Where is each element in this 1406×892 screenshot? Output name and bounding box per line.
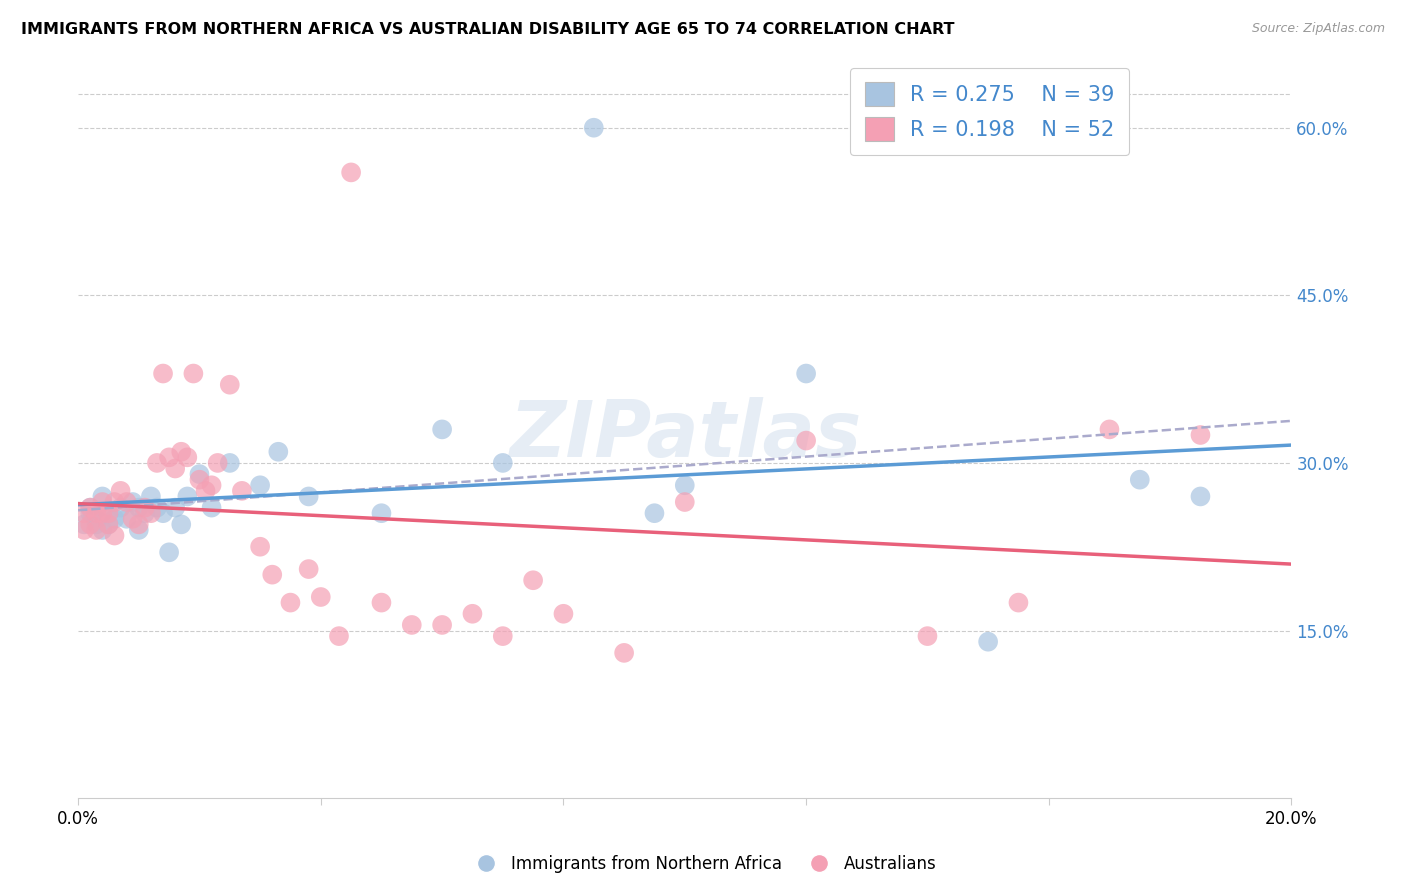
Point [97,517,120,532]
Point [673,495,696,509]
Point [194,483,217,498]
Point [103,495,125,509]
Point [110,500,132,515]
Point [1007,596,1029,610]
Point [115,512,138,526]
Point [309,590,332,604]
Point [794,367,817,381]
Point [91,490,114,504]
Text: IMMIGRANTS FROM NORTHERN AFRICA VS AUSTRALIAN DISABILITY AGE 65 TO 74 CORRELATIO: IMMIGRANTS FROM NORTHERN AFRICA VS AUSTR… [21,22,955,37]
Point [977,634,1000,648]
Point [218,377,240,392]
Point [97,517,120,532]
Point [461,607,484,621]
Point [370,596,392,610]
Point [86,517,108,532]
Point [1189,428,1212,442]
Point [152,506,174,520]
Point [134,506,156,520]
Point [183,367,205,381]
Point [370,506,392,520]
Point [267,444,290,458]
Point [170,517,193,532]
Point [165,500,187,515]
Legend: Immigrants from Northern Africa, Australians: Immigrants from Northern Africa, Austral… [463,848,943,880]
Point [553,607,575,621]
Point [146,456,169,470]
Point [200,478,222,492]
Point [673,478,696,492]
Point [218,456,240,470]
Point [91,506,114,520]
Point [249,540,271,554]
Text: ZIPatlas: ZIPatlas [509,397,860,473]
Point [794,434,817,448]
Point [115,495,138,509]
Point [73,506,96,520]
Point [128,523,150,537]
Point [613,646,636,660]
Point [207,456,229,470]
Point [103,528,125,542]
Point [1098,422,1121,436]
Point [176,490,198,504]
Point [121,495,143,509]
Point [643,506,665,520]
Point [401,618,423,632]
Point [430,618,453,632]
Point [262,567,284,582]
Point [128,500,150,515]
Point [97,506,120,520]
Point [170,444,193,458]
Point [582,120,605,135]
Point [157,450,180,465]
Point [340,165,363,179]
Point [91,495,114,509]
Point [1129,473,1152,487]
Point [110,483,132,498]
Point [188,467,211,481]
Point [176,450,198,465]
Point [73,517,96,532]
Point [139,506,162,520]
Point [79,500,101,515]
Point [91,523,114,537]
Legend: R = 0.275    N = 39, R = 0.198    N = 52: R = 0.275 N = 39, R = 0.198 N = 52 [851,68,1129,155]
Point [79,500,101,515]
Point [522,574,544,588]
Text: Source: ZipAtlas.com: Source: ZipAtlas.com [1251,22,1385,36]
Point [152,367,174,381]
Point [188,473,211,487]
Point [86,512,108,526]
Point [139,490,162,504]
Point [1189,490,1212,504]
Point [97,506,120,520]
Point [79,506,101,520]
Point [280,596,302,610]
Point [79,517,101,532]
Point [86,506,108,520]
Point [165,461,187,475]
Point [73,523,96,537]
Point [157,545,180,559]
Point [298,490,321,504]
Point [492,456,515,470]
Point [134,500,156,515]
Point [249,478,271,492]
Point [492,629,515,643]
Point [121,512,143,526]
Point [146,500,169,515]
Point [328,629,350,643]
Point [103,512,125,526]
Point [128,517,150,532]
Point [231,483,253,498]
Point [430,422,453,436]
Point [917,629,939,643]
Point [86,523,108,537]
Point [200,500,222,515]
Point [298,562,321,576]
